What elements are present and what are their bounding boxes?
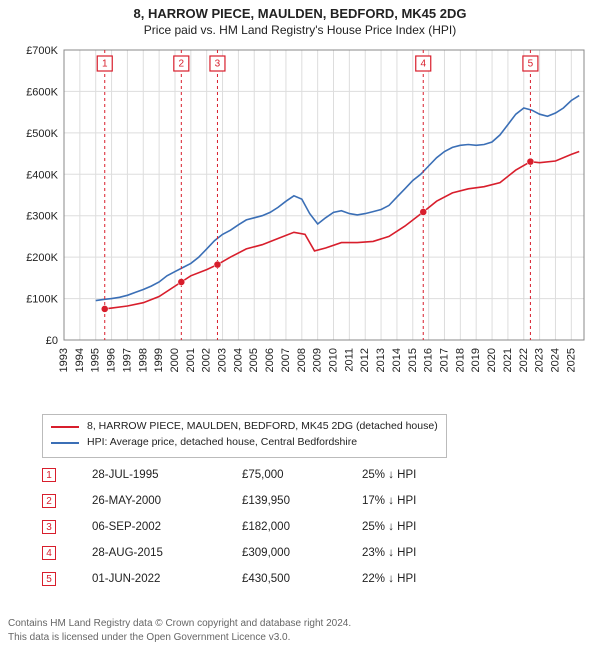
sales-price: £139,950 (242, 495, 362, 507)
sales-price: £309,000 (242, 547, 362, 559)
x-axis-label: 1994 (74, 348, 86, 372)
sales-date: 01-JUN-2022 (92, 573, 242, 585)
x-axis-label: 2017 (438, 348, 450, 372)
line-chart: £0 £100K £200K £300K £400K £500K £600K £700K 199… (8, 44, 592, 404)
footer-line1: Contains HM Land Registry data © Crown c… (8, 617, 592, 631)
sales-row: 3 06-SEP-2002£182,00025% ↓ HPI (42, 514, 482, 540)
x-axis-label: 2005 (248, 348, 260, 372)
footer-line2: This data is licensed under the Open Gov… (8, 631, 592, 645)
x-axis-label: 1995 (90, 348, 102, 372)
chart-title-main: 8, HARROW PIECE, MAULDEN, BEDFORD, MK45 … (0, 6, 600, 21)
x-axis-label: 2020 (486, 348, 498, 372)
x-axis-label: 2015 (407, 348, 419, 372)
legend-item: 8, HARROW PIECE, MAULDEN, BEDFORD, MK45 … (51, 419, 438, 435)
legend-swatch (51, 442, 79, 444)
sales-row: 2 26-MAY-2000£139,95017% ↓ HPI (42, 488, 482, 514)
x-axis-label: 2021 (502, 348, 514, 372)
x-axis-label: 2013 (375, 348, 387, 372)
x-axis-label: 2009 (312, 348, 324, 372)
x-axis-label: 2011 (343, 348, 355, 372)
x-axis-label: 2007 (280, 348, 292, 372)
x-axis-label: 1998 (137, 348, 149, 372)
x-axis-label: 2023 (534, 348, 546, 372)
sale-event-marker-number: 5 (528, 59, 534, 70)
sale-event-point (420, 208, 427, 215)
legend-label: HPI: Average price, detached house, Cent… (87, 435, 357, 451)
x-axis-label: 2002 (201, 348, 213, 372)
sales-diff: 23% ↓ HPI (362, 547, 482, 559)
sale-event-marker-number: 4 (420, 59, 426, 70)
y-axis-label: £600K (26, 86, 58, 98)
sales-date: 06-SEP-2002 (92, 521, 242, 533)
y-axis-label: £700K (26, 45, 58, 57)
legend: 8, HARROW PIECE, MAULDEN, BEDFORD, MK45 … (42, 414, 447, 458)
sale-event-point (178, 279, 185, 286)
sales-row: 4 28-AUG-2015£309,00023% ↓ HPI (42, 540, 482, 566)
sales-row: 5 01-JUN-2022£430,50022% ↓ HPI (42, 566, 482, 592)
x-axis-label: 1993 (58, 348, 70, 372)
sale-event-point (101, 305, 108, 312)
x-axis-label: 2016 (423, 348, 435, 372)
x-axis-label: 2008 (296, 348, 308, 372)
sales-marker: 2 (42, 494, 56, 508)
x-axis-label: 2014 (391, 348, 403, 372)
y-axis-label: £300K (26, 211, 58, 223)
x-axis-label: 2025 (565, 348, 577, 372)
chart-titles: 8, HARROW PIECE, MAULDEN, BEDFORD, MK45 … (0, 0, 600, 37)
sales-diff: 17% ↓ HPI (362, 495, 482, 507)
chart-area: £0 £100K £200K £300K £400K £500K £600K £700K 199… (8, 44, 592, 404)
sales-date: 28-AUG-2015 (92, 547, 242, 559)
legend-label: 8, HARROW PIECE, MAULDEN, BEDFORD, MK45 … (87, 419, 438, 435)
x-axis-label: 2000 (169, 348, 181, 372)
y-axis-label: £400K (26, 169, 58, 181)
sales-price: £75,000 (242, 469, 362, 481)
x-axis-label: 1999 (153, 348, 165, 372)
sale-event-marker-number: 3 (215, 59, 221, 70)
sales-marker: 5 (42, 572, 56, 586)
series-hpi (96, 96, 580, 301)
x-axis-label: 2019 (470, 348, 482, 372)
sales-marker: 1 (42, 468, 56, 482)
sales-date: 26-MAY-2000 (92, 495, 242, 507)
sale-event-marker-number: 1 (102, 59, 108, 70)
sales-price: £182,000 (242, 521, 362, 533)
x-axis-label: 2012 (359, 348, 371, 372)
x-axis-label: 2024 (549, 348, 561, 372)
x-axis-label: 2006 (264, 348, 276, 372)
y-axis-label: £0 (46, 335, 58, 347)
sales-diff: 22% ↓ HPI (362, 573, 482, 585)
sales-marker: 3 (42, 520, 56, 534)
sales-diff: 25% ↓ HPI (362, 521, 482, 533)
sale-event-point (527, 158, 534, 165)
x-axis-label: 2004 (232, 348, 244, 372)
legend-item: HPI: Average price, detached house, Cent… (51, 435, 438, 451)
x-axis-label: 2022 (518, 348, 530, 372)
legend-swatch (51, 426, 79, 428)
chart-title-sub: Price paid vs. HM Land Registry's House … (0, 23, 600, 37)
sales-row: 1 28-JUL-1995£75,00025% ↓ HPI (42, 462, 482, 488)
sales-table: 128-JUL-1995£75,00025% ↓ HPI226-MAY-2000… (42, 462, 482, 592)
sale-event-marker-number: 2 (179, 59, 185, 70)
attribution-footer: Contains HM Land Registry data © Crown c… (8, 617, 592, 644)
sales-date: 28-JUL-1995 (92, 469, 242, 481)
x-axis-label: 2001 (185, 348, 197, 372)
x-axis-label: 2010 (328, 348, 340, 372)
x-axis-label: 1996 (106, 348, 118, 372)
plot-border (64, 50, 584, 340)
x-axis-label: 2003 (217, 348, 229, 372)
y-axis-label: £500K (26, 128, 58, 140)
x-axis-label: 2018 (454, 348, 466, 372)
sales-marker: 4 (42, 546, 56, 560)
x-axis-label: 1997 (121, 348, 133, 372)
y-axis-label: £100K (26, 294, 58, 306)
y-axis-label: £200K (26, 252, 58, 264)
sales-diff: 25% ↓ HPI (362, 469, 482, 481)
sale-event-point (214, 261, 221, 268)
sales-price: £430,500 (242, 573, 362, 585)
